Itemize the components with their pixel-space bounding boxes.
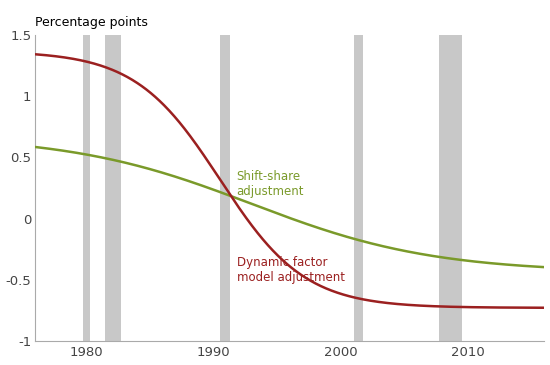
Text: Shift-share
adjustment: Shift-share adjustment [236,170,304,198]
Bar [439,35,462,341]
Bar [354,35,363,341]
Bar [220,35,229,341]
Bar [106,35,122,341]
Text: Dynamic factor
model adjustment: Dynamic factor model adjustment [236,256,344,284]
Text: Percentage points: Percentage points [35,16,148,29]
Bar [83,35,90,341]
